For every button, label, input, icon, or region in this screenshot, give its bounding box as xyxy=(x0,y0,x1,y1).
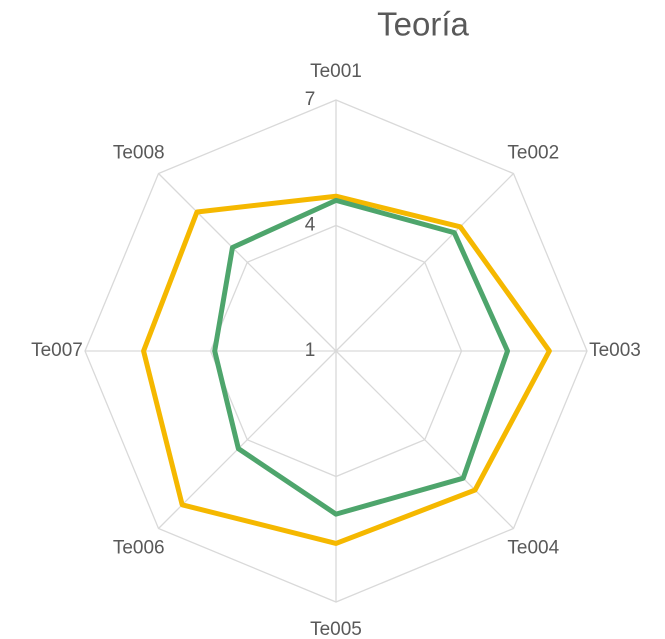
series-line xyxy=(141,193,552,546)
category-label: Te002 xyxy=(507,143,559,164)
r-tick-label: 4 xyxy=(305,215,316,236)
category-label: Te001 xyxy=(310,61,362,82)
grid-ring xyxy=(209,224,463,478)
category-label: Te007 xyxy=(31,340,83,361)
category-label: Te004 xyxy=(507,537,559,558)
category-label: Te005 xyxy=(310,619,362,639)
category-label: Te006 xyxy=(113,537,165,558)
chart-title: Teoría xyxy=(377,6,469,43)
category-label: Te003 xyxy=(589,340,641,361)
grid-ring xyxy=(84,99,588,603)
series-line xyxy=(212,197,511,517)
r-tick-label: 7 xyxy=(305,89,316,110)
category-label: Te008 xyxy=(113,143,165,164)
r-tick-label: 1 xyxy=(305,340,316,361)
